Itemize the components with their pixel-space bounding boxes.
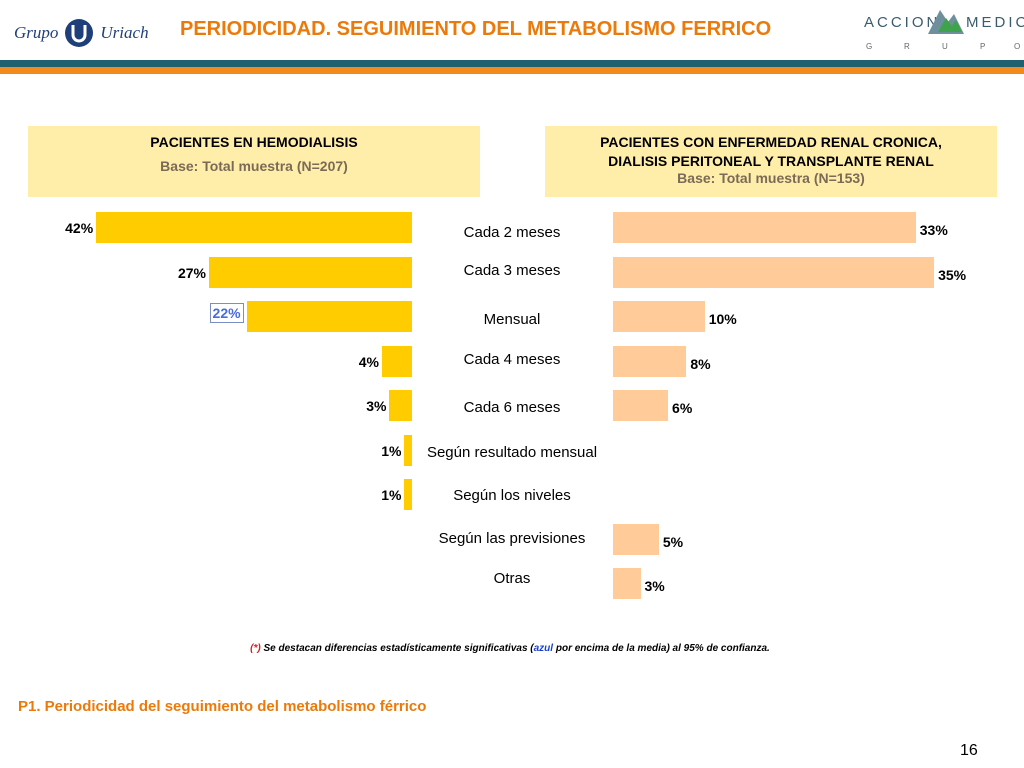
significance-note: (*) Se destacan diferencias estadísticam…	[250, 642, 770, 656]
note-text-2: por encima de la media) al 95% de confia…	[553, 643, 770, 654]
right-bar	[613, 301, 705, 332]
left-bar	[208, 256, 412, 288]
logo-word-uriach: Uriach	[100, 23, 149, 42]
logo-sub-letter: U	[942, 42, 948, 51]
panel-right-base: Base: Total muestra (N=153)	[677, 170, 865, 186]
logo-word-accion: ACCION	[864, 14, 941, 31]
left-bar-value-label: 3%	[366, 398, 387, 414]
note-text-1: Se destacan diferencias estadísticamente…	[260, 643, 534, 654]
page-title: PERIODICIDAD. SEGUIMIENTO DEL METABOLISM…	[180, 18, 772, 40]
category-label: Según las previsiones	[438, 530, 586, 547]
right-bar	[613, 345, 687, 377]
right-bar	[613, 523, 659, 555]
category-label: Cada 2 meses	[463, 224, 561, 241]
left-bar	[389, 390, 412, 421]
header-orange-rule	[0, 67, 1024, 74]
logo-sub-letter: G	[866, 42, 873, 51]
right-bar-value-label: 5%	[662, 533, 684, 550]
left-bar-value-label: 42%	[65, 220, 94, 236]
page-number: 16	[960, 742, 978, 759]
grupo-uriach-logo: Grupo Uriach	[14, 16, 149, 50]
panel-hemodialisis: PACIENTES EN HEMODIALISIS Base: Total mu…	[28, 126, 480, 197]
category-label: Según resultado mensual	[426, 444, 598, 461]
left-bar	[404, 434, 412, 466]
category-label: Cada 4 meses	[463, 351, 561, 368]
question-footer: P1. Periodicidad del seguimiento del met…	[18, 698, 427, 715]
right-bar-value-label: 35%	[938, 266, 967, 283]
left-bar-value-label: 1%	[381, 487, 402, 503]
logo-sub-letter: O	[1014, 42, 1021, 51]
uriach-u-icon	[65, 19, 94, 47]
right-bar-value-label: 8%	[690, 355, 711, 372]
panel-left-title: PACIENTES EN HEMODIALISIS	[150, 134, 358, 150]
right-bar-value-label: 3%	[644, 578, 665, 594]
right-bar-value-label: 6%	[672, 400, 693, 416]
logo-word-medica: MEDICA	[966, 14, 1024, 31]
right-bar-value-label: 10%	[708, 311, 737, 327]
right-bar	[613, 256, 935, 288]
panel-left-base: Base: Total muestra (N=207)	[160, 158, 348, 174]
category-label: Otras	[493, 570, 531, 587]
mountain-icon	[928, 10, 964, 34]
right-bar-value-label: 33%	[919, 222, 948, 238]
logo-sub-letter: P	[980, 42, 986, 51]
header-teal-rule	[0, 60, 1024, 67]
category-label: Mensual	[483, 311, 541, 328]
category-label: Cada 3 meses	[463, 262, 561, 279]
panel-erc: PACIENTES CON ENFERMEDAD RENAL CRONICA, …	[545, 126, 997, 197]
note-blue-word: azul	[533, 643, 554, 654]
left-bar	[381, 345, 412, 377]
left-bar-value-label: 22%	[209, 303, 244, 323]
category-label: Según los niveles	[453, 487, 571, 504]
right-bar	[613, 568, 641, 599]
right-bar	[613, 390, 669, 421]
category-label: Cada 6 meses	[463, 399, 561, 416]
left-bar	[404, 479, 412, 510]
accion-medica-logo: ACCION MEDICA G R U P O	[862, 4, 1024, 56]
left-bar	[96, 212, 412, 243]
left-bar-value-label: 1%	[381, 442, 402, 459]
panel-right-title-line1: PACIENTES CON ENFERMEDAD RENAL CRONICA,	[600, 134, 942, 150]
note-asterisk: (*)	[250, 643, 261, 654]
logo-sub-letter: R	[904, 42, 910, 51]
left-bar-value-label: 4%	[358, 353, 379, 370]
right-bar	[613, 212, 916, 243]
logo-word-grupo: Grupo	[14, 23, 59, 42]
panel-right-title-line2: DIALISIS PERITONEAL Y TRANSPLANTE RENAL	[608, 153, 934, 169]
left-bar	[246, 301, 412, 332]
left-bar-value-label: 27%	[177, 264, 206, 281]
